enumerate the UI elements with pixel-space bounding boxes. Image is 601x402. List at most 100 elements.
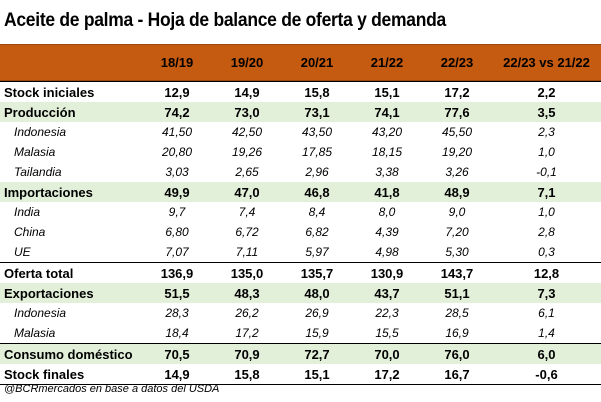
row-label: Malasia <box>14 326 56 340</box>
row-value: 26,2 <box>235 306 259 320</box>
row-value: 70,9 <box>234 346 260 362</box>
table-row: Stock iniciales 12,9 14,9 15,8 15,1 17,2 2,2 <box>0 81 601 102</box>
table-row: Importaciones 49,9 47,0 46,8 41,8 48,9 7,1 <box>0 182 601 202</box>
row-value: 74,1 <box>374 104 400 120</box>
row-value: 143,7 <box>440 265 474 281</box>
row-label: Consumo doméstico <box>4 346 133 362</box>
row-value: 2,2 <box>537 84 556 100</box>
row-value: 47,0 <box>234 184 260 200</box>
row-value: 5,30 <box>445 245 469 259</box>
row-value: 43,50 <box>301 125 333 139</box>
row-value: 3,03 <box>165 165 189 179</box>
row-value: 4,39 <box>375 225 399 239</box>
row-value: 136,9 <box>160 265 194 281</box>
row-label: Stock finales <box>4 366 85 382</box>
row-value: 19,26 <box>231 145 263 159</box>
row-value: 45,50 <box>441 125 473 139</box>
row-label: Importaciones <box>4 184 93 200</box>
row-value: 43,7 <box>374 285 400 301</box>
row-value: 73,0 <box>234 104 260 120</box>
table-row: Oferta total 136,9 135,0 135,7 130,9 143,7 12,… <box>0 262 601 283</box>
row-value: 48,9 <box>444 184 470 200</box>
row-value: 2,3 <box>538 125 555 139</box>
row-value: 20,80 <box>161 145 193 159</box>
row-value: -0,6 <box>535 366 558 382</box>
row-value: 8,4 <box>308 205 326 219</box>
row-value: 26,9 <box>305 306 329 320</box>
header-cell-change: 22/23 vs 21/22 <box>503 55 590 70</box>
table-row: UE 7,07 7,11 5,97 4,98 5,30 0,3 <box>0 242 601 262</box>
table-row: Producción 74,2 73,0 73,1 74,1 77,6 3,5 <box>0 102 601 122</box>
row-value: 70,0 <box>374 346 400 362</box>
row-value: 12,9 <box>164 84 190 100</box>
table-row: India 9,7 7,4 8,4 8,0 9,0 1,0 <box>0 202 601 222</box>
table-row: Consumo doméstico 70,5 70,9 72,7 70,0 76,0 6,0 <box>0 343 601 364</box>
table-row: Malasia 18,4 17,2 15,9 15,5 16,9 1,4 <box>0 323 601 343</box>
row-label: Indonesia <box>14 125 67 139</box>
row-value: 73,1 <box>304 104 330 120</box>
row-value: 15,5 <box>375 326 399 340</box>
row-value: 5,97 <box>305 245 329 259</box>
row-label: India <box>14 205 41 219</box>
row-value: 18,4 <box>165 326 189 340</box>
row-label: Exportaciones <box>4 285 94 301</box>
row-value: 2,8 <box>538 225 555 239</box>
row-value: 48,0 <box>304 285 330 301</box>
row-value: 1,0 <box>538 145 555 159</box>
row-value: 18,15 <box>371 145 403 159</box>
table-row: Stock finales 14,9 15,8 15,1 17,2 16,7 -0,6 <box>0 364 601 385</box>
table-row: Tailandia 3,03 2,65 2,96 3,38 3,26 -0,1 <box>0 162 601 182</box>
row-value: 7,1 <box>537 184 556 200</box>
row-value: 43,20 <box>371 125 403 139</box>
row-value: 22,3 <box>375 306 399 320</box>
row-value: 12,8 <box>533 265 560 281</box>
row-value: 74,2 <box>164 104 190 120</box>
balance-table: 18/19 19/20 20/21 21/22 22/23 22/23 vs 2… <box>0 44 601 385</box>
row-value: 2,96 <box>305 165 329 179</box>
row-value: 28,5 <box>445 306 469 320</box>
header-cell-2223: 22/23 <box>440 55 474 70</box>
table-row: Malasia 20,80 19,26 17,85 18,15 19,20 1,0 <box>0 142 601 162</box>
row-label: Malasia <box>14 145 56 159</box>
row-value: 130,9 <box>370 265 404 281</box>
row-value: 17,2 <box>374 366 400 382</box>
row-label: Tailandia <box>14 165 62 179</box>
row-value: 3,5 <box>537 104 556 120</box>
row-value: 28,3 <box>165 306 189 320</box>
row-value: 16,7 <box>444 366 470 382</box>
row-value: 51,1 <box>444 285 470 301</box>
row-value: 77,6 <box>444 104 470 120</box>
row-value: 15,8 <box>304 84 330 100</box>
row-value: 70,5 <box>164 346 190 362</box>
row-value: 6,80 <box>165 225 189 239</box>
row-value: 135,7 <box>300 265 334 281</box>
row-value: 15,1 <box>304 366 330 382</box>
table-header: 18/19 19/20 20/21 21/22 22/23 22/23 vs 2… <box>0 44 601 81</box>
row-value: 15,8 <box>234 366 260 382</box>
row-label: China <box>14 225 46 239</box>
row-value: 6,82 <box>305 225 329 239</box>
row-value: 7,07 <box>165 245 189 259</box>
row-value: 15,1 <box>374 84 400 100</box>
row-value: -0,1 <box>536 165 557 179</box>
row-value: 3,26 <box>445 165 469 179</box>
row-value: 48,3 <box>234 285 260 301</box>
row-value: 6,72 <box>235 225 259 239</box>
header-cell-1920: 19/20 <box>230 55 264 70</box>
row-value: 49,9 <box>164 184 190 200</box>
table-row: Indonesia 41,50 42,50 43,50 43,20 45,50 2,3 <box>0 122 601 142</box>
table-row: China 6,80 6,72 6,82 4,39 7,20 2,8 <box>0 222 601 242</box>
row-label: Indonesia <box>14 306 67 320</box>
row-value: 19,20 <box>441 145 473 159</box>
row-value: 76,0 <box>444 346 470 362</box>
row-value: 8,0 <box>378 205 396 219</box>
row-value: 0,3 <box>538 245 555 259</box>
row-value: 3,38 <box>375 165 399 179</box>
row-value: 7,11 <box>235 245 259 259</box>
row-value: 41,8 <box>374 184 400 200</box>
table-row: Indonesia 28,3 26,2 26,9 22,3 28,5 6,1 <box>0 303 601 323</box>
row-value: 1,4 <box>538 326 555 340</box>
row-label: Stock iniciales <box>4 84 95 100</box>
source-note: @BCRmercados en base a datos del USDA <box>4 383 220 395</box>
row-value: 17,85 <box>301 145 333 159</box>
